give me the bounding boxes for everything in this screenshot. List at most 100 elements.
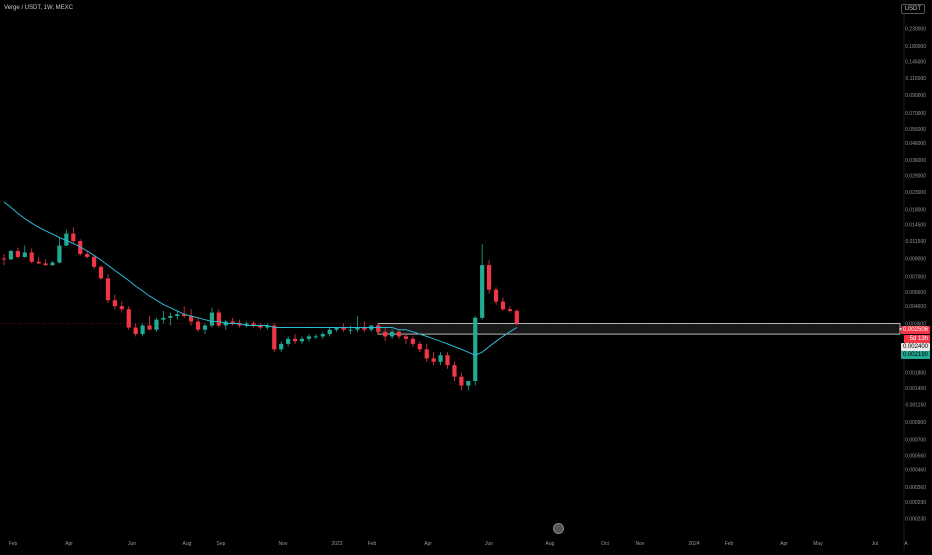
y-tick-label: 0.005600 <box>905 290 926 296</box>
x-tick-label: Apr <box>424 541 432 547</box>
candle-body <box>383 331 388 337</box>
candle-body <box>50 262 55 266</box>
candle-body <box>403 336 409 339</box>
candle-body <box>85 253 90 257</box>
candle-body <box>112 300 117 307</box>
candle-body <box>292 338 298 342</box>
x-tick-label: Oct <box>601 541 609 547</box>
candle-body <box>389 331 395 337</box>
support-zone-box <box>377 323 901 335</box>
y-tick-label: 0.000290 <box>905 500 926 506</box>
y-tick-label: 0.018000 <box>905 207 926 213</box>
zone-price-tag: 0.002400 <box>900 343 930 351</box>
x-tick-label: Apr <box>65 541 73 547</box>
candle-body <box>202 325 208 330</box>
candle-body <box>251 323 256 326</box>
y-tick-label: 0.036000 <box>905 158 926 164</box>
candle-body <box>244 323 249 326</box>
candle-body <box>91 256 97 267</box>
candle-body <box>133 327 138 335</box>
candle-body <box>8 251 14 260</box>
candle-body <box>175 314 180 317</box>
candle-body <box>514 310 519 324</box>
candle-body <box>500 301 506 310</box>
y-tick-label: 0.001450 <box>905 386 926 392</box>
y-tick-label: 0.003600 <box>905 321 926 327</box>
candle-body <box>410 338 415 344</box>
candle-body <box>29 252 34 262</box>
y-tick-label: 0.023000 <box>905 190 926 196</box>
y-tick-label: 0.230000 <box>905 27 926 33</box>
y-tick-label: 0.000360 <box>905 485 926 491</box>
candle-body <box>140 325 145 335</box>
last-price-tag: 0.002506 <box>900 326 930 334</box>
alert-bell-icon[interactable]: ▾ <box>899 327 903 333</box>
y-tick-label: 0.000230 <box>905 517 926 523</box>
y-tick-label: 0.000700 <box>905 438 926 444</box>
x-tick-label: Jun <box>485 541 493 547</box>
x-tick-label: Jul <box>872 541 878 547</box>
y-tick-label: 0.046000 <box>905 141 926 147</box>
currency-badge[interactable]: USDT <box>900 4 925 14</box>
candle-body <box>376 325 381 332</box>
y-tick-label: 0.000900 <box>905 420 926 426</box>
y-tick-label: 0.011500 <box>906 239 927 245</box>
candle-body <box>182 314 187 317</box>
candle-body <box>313 336 318 338</box>
candle-body <box>480 265 485 318</box>
y-tick-label: 0.029000 <box>905 174 926 180</box>
candle-body <box>216 312 221 326</box>
y-tick-label: 0.056000 <box>905 127 926 133</box>
candle-body <box>78 241 83 254</box>
candle-body <box>424 349 429 359</box>
candle-body <box>334 327 339 330</box>
candle-body <box>507 309 512 311</box>
candle-body <box>126 309 131 328</box>
y-tick-label: 0.145000 <box>905 59 926 65</box>
candle-body <box>493 289 499 302</box>
candle-body <box>168 316 173 318</box>
candle-body <box>279 343 284 350</box>
candle-body <box>431 358 436 362</box>
candle-body <box>466 380 471 386</box>
candle-body <box>341 327 346 330</box>
candle-body <box>265 325 270 328</box>
candle-body <box>154 319 159 330</box>
candle-body <box>1 258 7 260</box>
candle-body <box>98 266 104 279</box>
y-tick-label: 0.001150 <box>906 402 927 408</box>
candle-body <box>237 323 242 326</box>
candle-body <box>119 306 124 310</box>
candle-body <box>320 334 325 337</box>
candle-body <box>438 355 443 362</box>
candle-body <box>272 325 277 350</box>
x-tick-label: Nov <box>636 541 645 547</box>
x-tick-label: Feb <box>725 541 734 547</box>
candle-body <box>195 321 201 330</box>
candle-body <box>258 325 263 328</box>
x-tick-label: A <box>904 541 908 547</box>
candle-body <box>36 261 41 264</box>
y-tick-label: 0.007000 <box>905 274 926 280</box>
candle-body <box>306 336 312 339</box>
candle-body <box>362 327 367 330</box>
exchange-logo-icon <box>553 523 564 534</box>
candle-body <box>230 321 235 324</box>
candle-body <box>64 233 69 246</box>
y-tick-label: 0.004600 <box>905 304 926 310</box>
y-tick-label: 0.000560 <box>905 453 926 459</box>
x-tick-label: 2023 <box>331 541 342 547</box>
candle-body <box>417 343 422 350</box>
candle-body <box>299 338 305 342</box>
y-tick-label: 0.115000 <box>906 76 927 82</box>
candle-body <box>15 251 20 257</box>
y-tick-label: 0.070000 <box>905 111 926 117</box>
candle-body <box>452 365 457 377</box>
x-tick-label: Feb <box>9 541 18 547</box>
candle-body <box>327 329 332 335</box>
candle-body <box>487 265 492 290</box>
x-tick-label: May <box>813 541 823 547</box>
candle-body <box>105 278 111 301</box>
